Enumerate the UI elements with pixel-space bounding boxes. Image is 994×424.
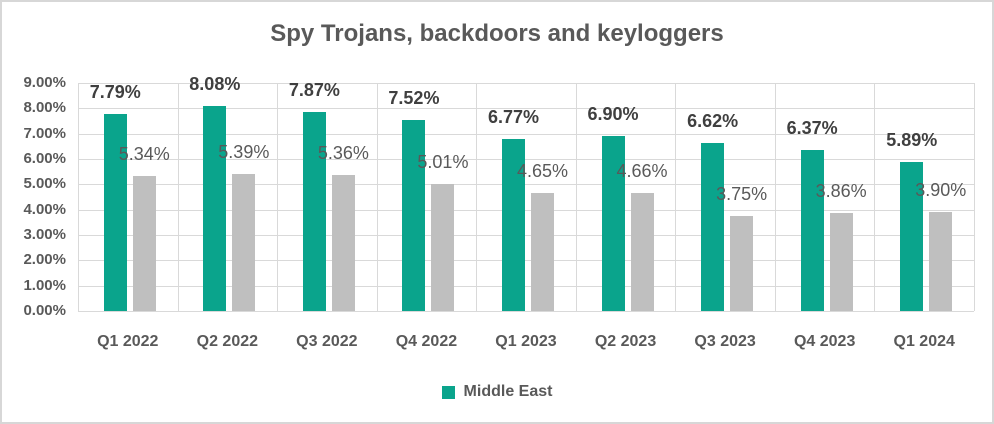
- x-axis-tick-label: Q4 2022: [395, 333, 458, 350]
- bar-middle-east-q1-2024: [900, 162, 924, 311]
- y-axis-tick-label: 8.00%: [23, 99, 66, 117]
- bar-middle-east-q4-2022: [402, 120, 426, 311]
- legend-label-middle-east: Middle East: [463, 383, 553, 400]
- bar-series2-q3-2023: [730, 216, 754, 311]
- gridline-vertical: [874, 83, 876, 311]
- gridline-vertical: [974, 83, 975, 311]
- value-label: 6.62%: [687, 111, 739, 131]
- gridline-vertical: [774, 83, 776, 311]
- y-axis-tick-label: 2.00%: [23, 251, 66, 269]
- bar-middle-east-q2-2023: [601, 136, 625, 311]
- bar-series2-q2-2022: [232, 174, 256, 311]
- value-label: 5.89%: [886, 130, 938, 150]
- gridline-vertical: [575, 83, 577, 311]
- bar-series2-q1-2024: [929, 212, 953, 311]
- value-label: 5.34%: [118, 144, 170, 164]
- gridline-vertical: [376, 83, 378, 311]
- y-axis-tick-label: 4.00%: [23, 200, 66, 218]
- y-axis-tick-label: 6.00%: [23, 150, 66, 167]
- value-label: 7.52%: [388, 88, 440, 108]
- chart-title: Spy Trojans, backdoors and keyloggers: [270, 20, 724, 47]
- bar-series2-q4-2022: [431, 184, 455, 311]
- bar-middle-east-q3-2022: [302, 112, 326, 311]
- x-axis-tick-label: Q2 2023: [594, 333, 657, 350]
- y-axis-tick-label: 1.00%: [23, 276, 66, 294]
- value-label: 8.08%: [189, 74, 241, 94]
- bar-series2-q1-2023: [531, 193, 554, 311]
- gridline-vertical: [78, 83, 79, 311]
- gridline-vertical: [277, 83, 279, 311]
- value-label: 3.90%: [915, 180, 967, 200]
- value-label: 6.37%: [786, 118, 838, 138]
- x-axis-tick-label: Q1 2023: [495, 333, 557, 350]
- legend-swatch-middle-east: [441, 385, 455, 399]
- bar-series2-q4-2023: [829, 213, 853, 311]
- y-axis-tick-label: 3.00%: [23, 226, 66, 243]
- bar-series2-q3-2022: [331, 175, 355, 311]
- x-axis-tick-label: Q4 2023: [793, 333, 856, 350]
- gridline-horizontal: [78, 235, 974, 236]
- bar-middle-east-q1-2022: [103, 114, 127, 311]
- value-label: 6.77%: [487, 107, 540, 127]
- legend: Middle East: [2, 383, 992, 401]
- bar-middle-east-q4-2023: [800, 150, 824, 311]
- value-label: 4.66%: [616, 161, 668, 181]
- value-label: 6.90%: [587, 104, 639, 124]
- y-axis-tick-label: 7.00%: [23, 124, 66, 142]
- gridline-horizontal: [78, 209, 974, 211]
- gridline-horizontal: [78, 83, 974, 84]
- gridline-horizontal: [78, 285, 974, 287]
- gridline-vertical: [177, 83, 179, 311]
- y-axis-tick-label: 0.00%: [23, 302, 66, 319]
- x-axis-tick-label: Q1 2022: [97, 333, 159, 350]
- bar-series2-q2-2023: [630, 193, 654, 311]
- value-label: 3.75%: [716, 184, 768, 204]
- gridline-horizontal: [78, 184, 974, 186]
- bar-middle-east-q3-2023: [701, 143, 725, 311]
- bar-middle-east-q2-2022: [203, 106, 227, 311]
- value-label: 5.01%: [417, 152, 469, 172]
- value-label: 5.39%: [218, 142, 270, 162]
- gridline-horizontal: [78, 260, 974, 262]
- gridline-horizontal: [78, 311, 974, 312]
- bar-middle-east-q1-2023: [502, 139, 525, 311]
- value-label: 5.36%: [317, 143, 369, 163]
- y-axis-tick-label: 9.00%: [23, 74, 66, 91]
- bar-series2-q1-2022: [132, 176, 156, 311]
- gridline-vertical: [675, 83, 677, 311]
- y-axis-tick-label: 5.00%: [23, 175, 66, 193]
- x-axis-tick-label: Q1 2024: [893, 333, 955, 350]
- x-axis-tick-label: Q2 2022: [196, 333, 259, 350]
- gridline-vertical: [476, 83, 478, 311]
- value-label: 7.79%: [89, 82, 141, 102]
- gridline-horizontal: [78, 108, 974, 110]
- value-label: 7.87%: [288, 80, 340, 100]
- x-axis-tick-label: Q3 2023: [694, 333, 756, 350]
- gridline-horizontal: [78, 133, 974, 135]
- x-axis-tick-label: Q3 2022: [296, 333, 358, 350]
- value-label: 4.65%: [516, 161, 569, 181]
- value-label: 3.86%: [815, 181, 867, 201]
- gridline-horizontal: [78, 159, 974, 160]
